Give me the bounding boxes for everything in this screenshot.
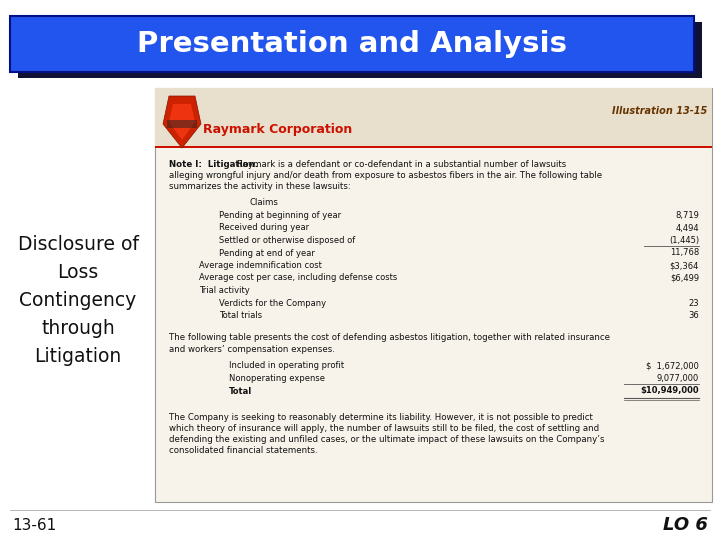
Text: Trial activity: Trial activity xyxy=(199,286,250,295)
Text: Note I:  Litigation.: Note I: Litigation. xyxy=(169,160,258,169)
Text: (1,445): (1,445) xyxy=(669,236,699,245)
Text: Raymark Corporation: Raymark Corporation xyxy=(203,124,352,137)
Text: 23: 23 xyxy=(688,299,699,307)
Bar xyxy=(155,88,712,148)
Polygon shape xyxy=(163,96,201,148)
Bar xyxy=(155,88,712,502)
Text: $  1,672,000: $ 1,672,000 xyxy=(646,361,699,370)
Text: Illustration 13-15: Illustration 13-15 xyxy=(612,106,707,116)
Text: and workers’ compensation expenses.: and workers’ compensation expenses. xyxy=(169,345,335,354)
Text: 8,719: 8,719 xyxy=(675,211,699,220)
Text: $10,949,000: $10,949,000 xyxy=(640,387,699,395)
Text: The Company is seeking to reasonably determine its liability. However, it is not: The Company is seeking to reasonably det… xyxy=(169,413,593,422)
Text: LO 6: LO 6 xyxy=(663,516,708,534)
Text: $6,499: $6,499 xyxy=(670,273,699,282)
Text: 11,768: 11,768 xyxy=(670,248,699,258)
Text: Average indemnification cost: Average indemnification cost xyxy=(199,261,322,270)
Bar xyxy=(10,16,694,72)
Bar xyxy=(18,22,702,78)
Text: 9,077,000: 9,077,000 xyxy=(657,374,699,383)
Text: 13-61: 13-61 xyxy=(12,517,56,532)
Text: Disclosure of
Loss
Contingency
through
Litigation: Disclosure of Loss Contingency through L… xyxy=(17,234,138,366)
Text: Settled or otherwise disposed of: Settled or otherwise disposed of xyxy=(219,236,355,245)
Text: Included in operating profit: Included in operating profit xyxy=(229,361,344,370)
Text: 36: 36 xyxy=(688,311,699,320)
Text: Verdicts for the Company: Verdicts for the Company xyxy=(219,299,326,307)
Text: which theory of insurance will apply, the number of lawsuits still to be filed, : which theory of insurance will apply, th… xyxy=(169,424,599,433)
Text: Presentation and Analysis: Presentation and Analysis xyxy=(137,30,567,58)
Text: defending the existing and unfiled cases, or the ultimate impact of these lawsui: defending the existing and unfiled cases… xyxy=(169,435,605,444)
Text: Total trials: Total trials xyxy=(219,311,262,320)
Text: Pending at beginning of year: Pending at beginning of year xyxy=(219,211,341,220)
Text: summarizes the activity in these lawsuits:: summarizes the activity in these lawsuit… xyxy=(169,182,351,191)
Text: $3,364: $3,364 xyxy=(670,261,699,270)
Text: Nonoperating expense: Nonoperating expense xyxy=(229,374,325,383)
Bar xyxy=(155,146,712,148)
Text: Average cost per case, including defense costs: Average cost per case, including defense… xyxy=(199,273,397,282)
Text: Raymark is a defendant or co-defendant in a substantial number of lawsuits: Raymark is a defendant or co-defendant i… xyxy=(237,160,566,169)
Text: Total: Total xyxy=(229,387,252,395)
Text: alleging wrongful injury and/or death from exposure to asbestos fibers in the ai: alleging wrongful injury and/or death fr… xyxy=(169,171,602,180)
Text: Claims: Claims xyxy=(249,198,278,207)
Text: 4,494: 4,494 xyxy=(675,224,699,233)
Text: The following table presents the cost of defending asbestos litigation, together: The following table presents the cost of… xyxy=(169,334,610,342)
Polygon shape xyxy=(167,120,197,128)
Text: Received during year: Received during year xyxy=(219,224,309,233)
Text: Pending at end of year: Pending at end of year xyxy=(219,248,315,258)
Text: consolidated financial statements.: consolidated financial statements. xyxy=(169,446,318,455)
Polygon shape xyxy=(169,104,195,140)
